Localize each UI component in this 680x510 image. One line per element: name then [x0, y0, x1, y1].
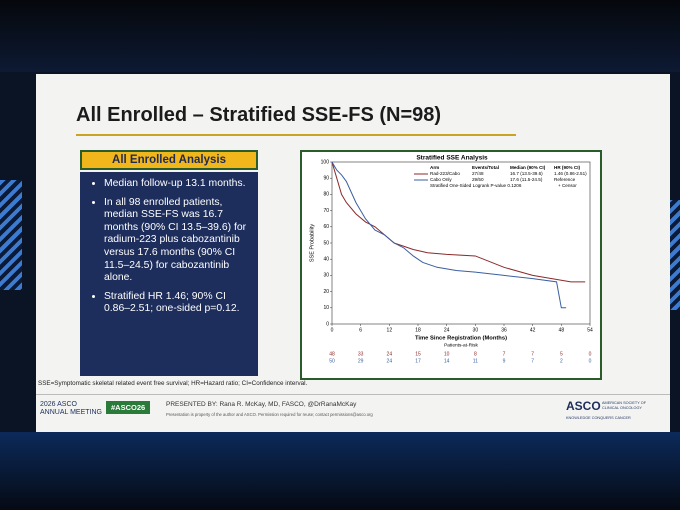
chart-title: Stratified SSE Analysis	[416, 155, 488, 162]
legend-cell: Reference	[554, 177, 576, 182]
legend-name: Cabo Only	[430, 177, 452, 182]
property-note: Presentation is property of the author a…	[166, 412, 373, 417]
chart-panel: Stratified SSE Analysis 0 10 20 30 40 50 60 70 80…	[300, 150, 602, 380]
legend-header: Arm	[430, 165, 439, 170]
legend-note: Stratified One-Sided Logrank P-value 0.1…	[430, 183, 522, 188]
risk-count: 14	[444, 358, 450, 364]
footnote: SSE=Symptomatic skeletal related event f…	[38, 380, 308, 387]
bullet: Median follow-up 13.1 months.	[104, 178, 250, 191]
x-tick-label: 30	[473, 327, 479, 333]
risk-count: 10	[444, 351, 450, 357]
meeting-year: 2026 ASCO	[40, 401, 77, 408]
x-tick-label: 0	[331, 327, 334, 333]
risk-count: 17	[415, 358, 421, 364]
risk-count: 8	[474, 351, 477, 357]
logo-sub: AMERICAN SOCIETY OF CLINICAL ONCOLOGY	[602, 401, 647, 410]
legend-header: HR (90% CI)	[554, 165, 581, 170]
stage-stripe	[0, 180, 22, 290]
km-curve	[331, 161, 567, 309]
risk-count: 33	[358, 351, 364, 357]
legend-header: Events/Total	[472, 165, 499, 170]
x-tick-label: 54	[587, 327, 593, 333]
y-tick-label: 20	[323, 289, 329, 295]
x-tick-label: 36	[501, 327, 507, 333]
footer: 2026 ASCO ANNUAL MEETING #ASCO26 PRESENTE…	[36, 394, 670, 433]
risk-count: 7	[531, 358, 534, 364]
risk-count: 0	[589, 358, 592, 364]
legend-cell: 17.6 (11.5-24.5)	[510, 177, 543, 182]
stage-background	[0, 0, 680, 72]
risk-title: Patients-at-Risk	[444, 342, 478, 348]
risk-count: 29	[358, 358, 364, 364]
km-chart: Stratified SSE Analysis01020304050607080…	[309, 155, 593, 365]
y-tick-label: 30	[323, 273, 329, 279]
x-tick-label: 12	[387, 327, 393, 333]
legend-cell: 27/48	[472, 171, 484, 176]
legend-header: Median (90% CI)	[510, 165, 546, 170]
y-tick-label: 60	[323, 224, 329, 230]
risk-count: 9	[503, 358, 506, 364]
hashtag: #ASCO26	[106, 401, 151, 414]
legend-censor: + Censor	[558, 183, 577, 188]
x-tick-label: 18	[415, 327, 421, 333]
slide: All Enrolled – Stratified SSE-FS (N=98) …	[36, 74, 670, 432]
y-tick-label: 80	[323, 192, 329, 198]
legend-cell: 1.46 (0.86-2.51)	[554, 171, 587, 176]
risk-count: 50	[329, 358, 335, 364]
legend-name: Rad-223/Cabo	[430, 171, 460, 176]
x-tick-label: 24	[444, 327, 450, 333]
stage-floor	[0, 432, 680, 510]
risk-count: 24	[387, 358, 393, 364]
risk-count: 7	[531, 351, 534, 357]
y-tick-label: 10	[323, 305, 329, 311]
logo-tag: KNOWLEDGE CONQUERS CANCER	[566, 416, 631, 420]
risk-count: 24	[387, 351, 393, 357]
risk-count: 0	[589, 351, 592, 357]
meeting: 2026 ASCO ANNUAL MEETING	[40, 401, 102, 417]
x-tick-label: 48	[559, 327, 565, 333]
y-tick-label: 100	[321, 159, 330, 165]
y-tick-label: 40	[323, 257, 329, 263]
x-tick-label: 6	[359, 327, 362, 333]
bullet: Stratified HR 1.46; 90% CI 0.86–2.51; on…	[104, 291, 250, 316]
legend-cell: 16.7 (13.5-39.6)	[510, 171, 543, 176]
title-rule	[76, 134, 516, 136]
y-tick-label: 70	[323, 208, 329, 214]
box-title: All Enrolled Analysis	[80, 150, 258, 170]
x-tick-label: 42	[530, 327, 536, 333]
km-curve	[331, 161, 586, 283]
y-tick-label: 0	[326, 321, 329, 327]
y-axis-label: SSE Probability	[309, 224, 315, 262]
risk-count: 11	[473, 358, 478, 364]
presenter: PRESENTED BY: Rana R. McKay, MD, FASCO, …	[166, 401, 357, 408]
risk-count: 5	[560, 351, 563, 357]
y-tick-label: 50	[323, 240, 329, 246]
y-tick-label: 90	[323, 176, 329, 182]
risk-count: 2	[560, 358, 563, 364]
x-axis-label: Time Since Registration (Months)	[415, 336, 507, 342]
bullet: In all 98 enrolled patients, median SSE-…	[104, 197, 250, 285]
meeting-name: ANNUAL MEETING	[40, 409, 102, 416]
risk-count: 48	[329, 351, 335, 357]
legend-cell: 29/50	[472, 177, 484, 182]
logo: ASCO	[566, 399, 601, 413]
risk-count: 7	[503, 351, 506, 357]
risk-count: 15	[415, 351, 421, 357]
slide-title: All Enrolled – Stratified SSE-FS (N=98)	[76, 104, 442, 126]
analysis-box: Median follow-up 13.1 months. In all 98 …	[80, 172, 258, 376]
